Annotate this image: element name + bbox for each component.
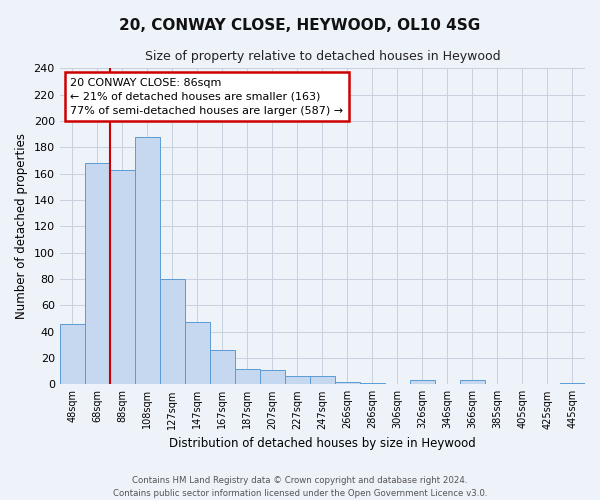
Bar xyxy=(335,382,360,384)
Bar xyxy=(560,383,585,384)
Bar xyxy=(185,322,210,384)
Bar xyxy=(285,376,310,384)
Bar xyxy=(85,163,110,384)
Bar xyxy=(310,376,335,384)
Text: 20 CONWAY CLOSE: 86sqm
← 21% of detached houses are smaller (163)
77% of semi-de: 20 CONWAY CLOSE: 86sqm ← 21% of detached… xyxy=(70,78,343,116)
Bar xyxy=(260,370,285,384)
Text: 20, CONWAY CLOSE, HEYWOOD, OL10 4SG: 20, CONWAY CLOSE, HEYWOOD, OL10 4SG xyxy=(119,18,481,32)
X-axis label: Distribution of detached houses by size in Heywood: Distribution of detached houses by size … xyxy=(169,437,476,450)
Bar xyxy=(235,368,260,384)
Text: Contains HM Land Registry data © Crown copyright and database right 2024.
Contai: Contains HM Land Registry data © Crown c… xyxy=(113,476,487,498)
Bar xyxy=(210,350,235,384)
Bar xyxy=(135,137,160,384)
Title: Size of property relative to detached houses in Heywood: Size of property relative to detached ho… xyxy=(145,50,500,63)
Bar xyxy=(360,383,385,384)
Y-axis label: Number of detached properties: Number of detached properties xyxy=(15,134,28,320)
Bar xyxy=(410,380,435,384)
Bar xyxy=(110,170,135,384)
Bar xyxy=(59,324,85,384)
Bar xyxy=(160,279,185,384)
Bar xyxy=(460,380,485,384)
